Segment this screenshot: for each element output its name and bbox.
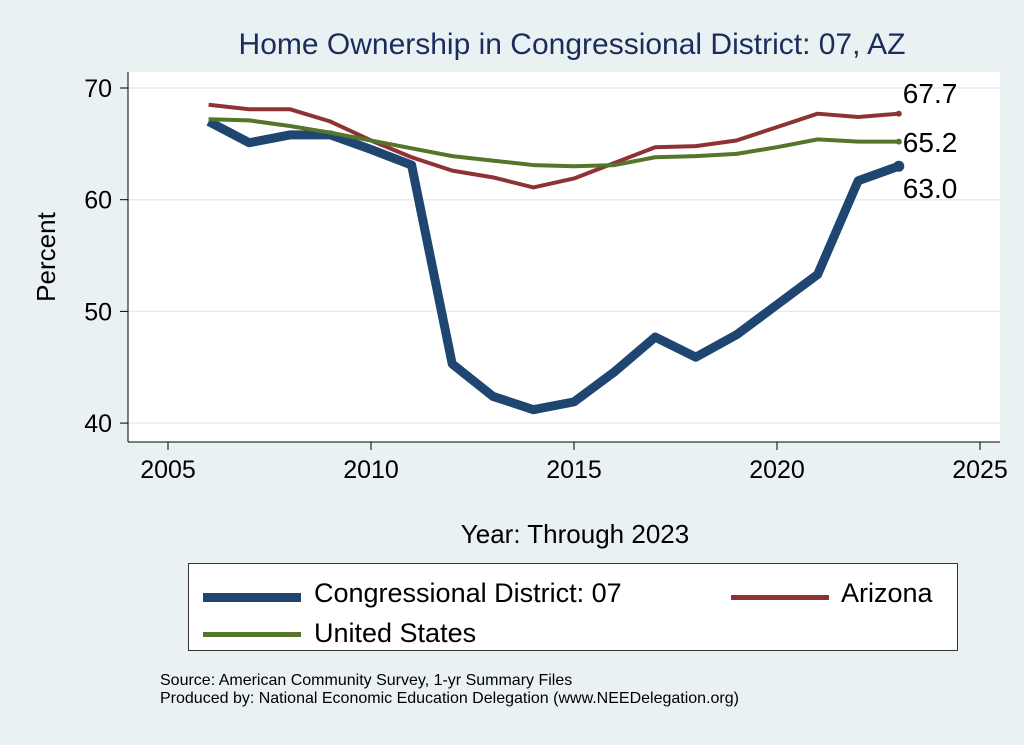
legend: Congressional District: 07 Arizona Unite…: [188, 563, 958, 651]
x-tick-label: 2010: [343, 456, 399, 484]
x-tick-label: 2020: [749, 456, 805, 484]
series-end-marker: [895, 110, 902, 117]
series-end-marker: [895, 138, 902, 145]
legend-swatch-district: [203, 593, 301, 602]
end-value-label: 63.0: [903, 173, 958, 204]
legend-label-arizona: Arizona: [841, 578, 933, 608]
series-line-congressional-district-07: [206, 117, 901, 415]
plot-area: [128, 72, 1000, 442]
end-value-label: 65.2: [903, 127, 958, 158]
x-axis-label: Year: Through 2023: [461, 519, 689, 549]
x-tick-label: 2005: [140, 456, 196, 484]
legend-label-district: Congressional District: 07: [314, 578, 622, 608]
y-tick-label: 40: [84, 410, 112, 438]
x-tick-label: 2025: [952, 456, 1008, 484]
end-value-label: 67.7: [903, 78, 958, 109]
plot-svg: 40 50 60 70 2005 2010 2015 2020 2025 67.7 63.0 65.…: [31, 72, 1008, 549]
series-line-arizona: [208, 102, 899, 190]
series-line-united-states: [208, 117, 899, 169]
x-tick-label: 2015: [546, 456, 602, 484]
y-axis-label: Percent: [31, 211, 61, 301]
chart-title: Home Ownership in Congressional District…: [238, 28, 906, 61]
legend-swatch-us: [203, 632, 301, 637]
legend-label-us: United States: [314, 618, 477, 648]
produced-by-note: Produced by: National Economic Education…: [160, 690, 739, 707]
y-tick-label: 50: [84, 298, 112, 326]
series-end-marker: [893, 160, 905, 172]
y-tick-label: 60: [84, 187, 112, 215]
legend-swatch-arizona: [731, 595, 829, 600]
source-note: Source: American Community Survey, 1-yr …: [160, 672, 573, 689]
y-tick-label: 70: [84, 75, 112, 103]
